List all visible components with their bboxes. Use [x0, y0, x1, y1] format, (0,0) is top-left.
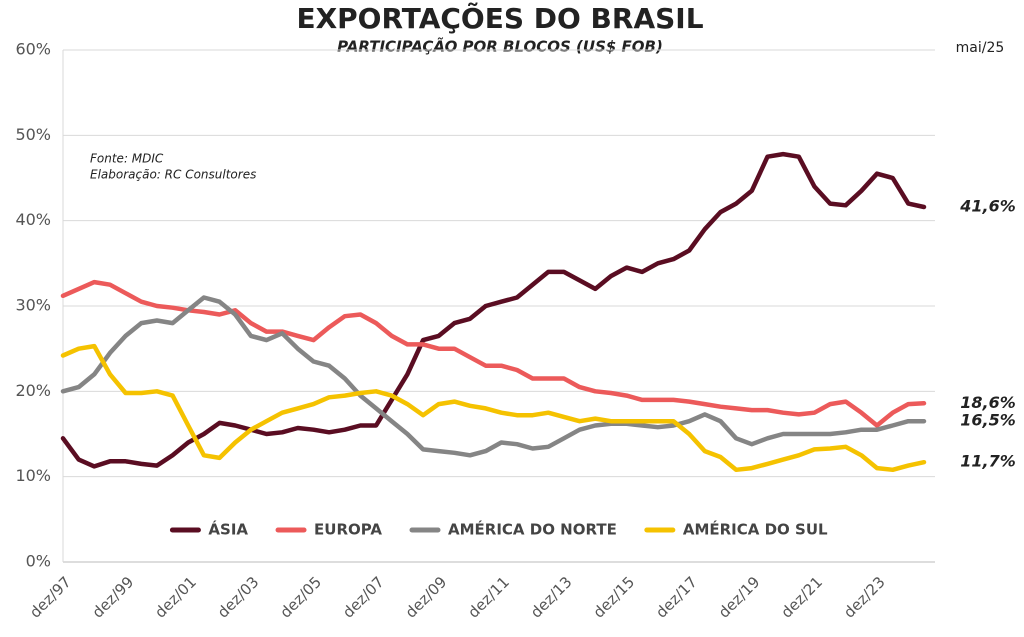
legend-label: ÁSIA — [208, 520, 248, 539]
x-tick-label: dez/97 — [26, 573, 75, 622]
value-label: 41,6% — [959, 197, 1016, 216]
x-tick-label: dez/19 — [715, 573, 764, 622]
x-tick-label: dez/09 — [402, 573, 451, 622]
legend-label: AMÉRICA DO NORTE — [448, 520, 617, 539]
value-label: 11,7% — [960, 452, 1016, 471]
chart-title: EXPORTAÇÕES DO BRASIL — [296, 1, 703, 35]
value-label: 16,5% — [960, 411, 1016, 430]
date-note: mai/25 — [956, 40, 1005, 56]
legend-label: EUROPA — [314, 521, 382, 539]
y-tick-label: 60% — [15, 40, 51, 59]
credit-note: Elaboração: RC Consultores — [90, 168, 256, 182]
x-tick-label: dez/99 — [89, 573, 138, 622]
x-tick-label: dez/17 — [652, 573, 701, 622]
x-tick-label: dez/03 — [214, 573, 263, 622]
source-note: Fonte: MDIC — [90, 152, 164, 166]
y-tick-label: 30% — [15, 296, 51, 315]
y-tick-label: 50% — [15, 125, 51, 144]
y-tick-label: 20% — [15, 381, 51, 400]
series-line — [60, 279, 927, 428]
x-tick-label: dez/11 — [464, 573, 513, 622]
x-tick-label: dez/21 — [777, 573, 826, 622]
x-tick-label: dez/07 — [339, 573, 388, 622]
x-tick-label: dez/01 — [151, 573, 200, 622]
series-line — [60, 295, 927, 458]
value-label: 18,6% — [960, 393, 1016, 412]
series-line — [60, 343, 927, 473]
y-tick-label: 10% — [15, 466, 51, 485]
series-line — [60, 151, 927, 469]
x-tick-label: dez/15 — [590, 573, 639, 622]
x-tick-label: dez/05 — [277, 573, 326, 622]
legend-label: AMÉRICA DO SUL — [683, 520, 828, 539]
chart-subtitle: PARTICIPAÇÃO POR BLOCOS (US$ FOB) — [337, 37, 663, 56]
x-tick-label: dez/13 — [527, 573, 576, 622]
x-tick-label: dez/23 — [840, 573, 889, 622]
y-tick-label: 0% — [26, 552, 51, 571]
y-tick-label: 40% — [15, 210, 51, 229]
